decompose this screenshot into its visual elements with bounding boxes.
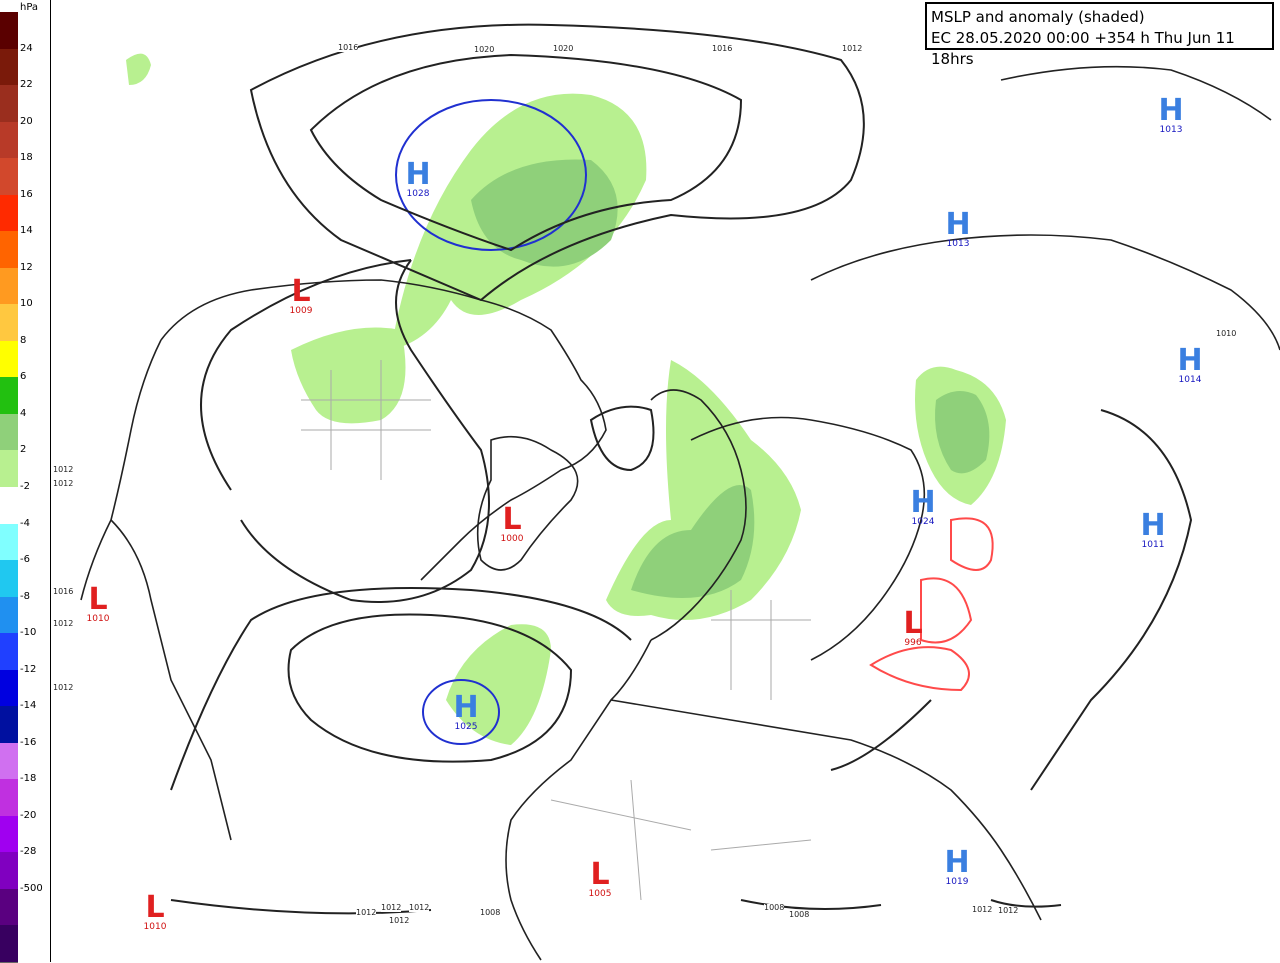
- legend-swatch: [0, 669, 18, 708]
- legend-label: -14: [20, 700, 37, 712]
- low-centre-marker: L 1000: [500, 502, 524, 544]
- high-centre-contours: [395, 99, 587, 745]
- low-centre-marker: L 1010: [86, 582, 110, 624]
- country-borders: [301, 360, 812, 901]
- isobar-label: 1012: [53, 683, 74, 692]
- legend-swatch: [0, 413, 18, 452]
- legend-label: -2: [20, 481, 30, 492]
- legend-swatch: [0, 304, 18, 343]
- coastlines: [80, 65, 1280, 961]
- legend-label: 2: [20, 444, 27, 456]
- legend-swatch: [0, 231, 18, 270]
- run-valid-time: EC 28.05.2020 00:00 +354 h Thu Jun 11 18…: [931, 29, 1235, 68]
- legend-swatch: [0, 194, 18, 233]
- legend-swatch: [0, 706, 18, 745]
- high-centre-marker: H 1014: [1177, 343, 1203, 385]
- mslp-map: [51, 0, 1280, 962]
- isobar-label: 1012: [998, 906, 1019, 915]
- high-centre-marker: H 1028: [405, 157, 431, 199]
- isobar-label: 1012: [842, 44, 863, 53]
- legend-swatch: [0, 852, 18, 891]
- isobar-label: 1020: [474, 45, 495, 54]
- isobar-label: 1012: [972, 905, 993, 914]
- legend-label: -10: [20, 627, 37, 639]
- legend-label: 20: [20, 115, 33, 127]
- isobar-label: 1012: [53, 465, 74, 474]
- legend-label: 8: [20, 334, 27, 346]
- isobars: [170, 23, 1193, 915]
- legend-label: -12: [20, 663, 37, 675]
- legend-label: 12: [20, 261, 33, 273]
- legend-swatch: [0, 888, 18, 927]
- high-centre-marker: H 1013: [945, 207, 971, 249]
- isobar-label: 1010: [1216, 329, 1237, 338]
- legend-swatch: [0, 121, 18, 160]
- high-centre-marker: H 1013: [1158, 93, 1184, 135]
- legend-label: 16: [20, 188, 33, 200]
- isobar-label: 1012: [53, 479, 74, 488]
- legend-swatch: [0, 158, 18, 197]
- legend-swatch: [0, 925, 18, 963]
- high-centre-marker: H 1025: [453, 690, 479, 732]
- isobar-label: 1012: [409, 903, 430, 912]
- low-centre-marker: L 1010: [143, 890, 167, 932]
- isobar-label: 1012: [389, 916, 410, 925]
- legend-swatch: [0, 450, 18, 489]
- legend-swatch: [0, 633, 18, 672]
- legend-swatch: [0, 85, 18, 124]
- high-centre-marker: H 1011: [1140, 508, 1166, 550]
- legend-label: -16: [20, 736, 37, 748]
- legend-swatch: [0, 340, 18, 379]
- legend-label: 4: [20, 407, 27, 419]
- legend-swatch: [0, 267, 18, 306]
- legend-swatch: [0, 48, 18, 87]
- legend-swatch: [0, 377, 18, 416]
- legend-swatch: [0, 815, 18, 854]
- legend-unit: hPa: [20, 2, 39, 13]
- isobar-label: 1020: [553, 44, 574, 53]
- legend-label: -4: [20, 517, 30, 529]
- isobar-label: 1008: [789, 910, 810, 919]
- isobar-label: 1012: [356, 908, 377, 917]
- legend-swatch: [0, 12, 18, 51]
- isobar-label: 1012: [53, 619, 74, 628]
- legend-swatch: [0, 523, 18, 562]
- low-centre-marker: L 1005: [588, 857, 612, 899]
- legend-label: 22: [20, 79, 33, 91]
- isobar-label: 1012: [381, 903, 402, 912]
- legend-swatch: [0, 779, 18, 818]
- legend-label: 14: [20, 225, 33, 237]
- low-centre-marker: L 1009: [289, 274, 313, 316]
- legend-label: -6: [20, 554, 30, 566]
- anomaly-color-legend: hPa 24 22 20 18 16 14 12 10 8 6 4 2 -2 -4 -6 -8 -10 -12 -1…: [0, 0, 51, 963]
- isobar-label: 1016: [338, 43, 359, 52]
- legend-label: 10: [20, 298, 33, 310]
- legend-label: 6: [20, 371, 27, 383]
- chart-title: MSLP and anomaly (shaded): [931, 8, 1145, 26]
- high-centre-marker: H 1019: [944, 845, 970, 887]
- isobar-label: 1016: [712, 44, 733, 53]
- high-centre-marker: H 1024: [910, 485, 936, 527]
- isobar-label: 1016: [53, 587, 74, 596]
- isobar-label: 1008: [480, 908, 501, 917]
- legend-label: -18: [20, 773, 37, 785]
- legend-swatch: [0, 596, 18, 635]
- legend-label: 24: [20, 42, 33, 54]
- legend-label: 18: [20, 152, 33, 164]
- legend-swatch: [0, 487, 18, 526]
- legend-label: -500: [20, 882, 43, 894]
- legend-swatch: [0, 742, 18, 781]
- legend-label: -28: [20, 846, 37, 858]
- negative-anomaly-contours: [869, 517, 994, 692]
- chart-title-box: MSLP and anomaly (shaded) EC 28.05.2020 …: [925, 2, 1274, 68]
- legend-label: -20: [20, 809, 37, 821]
- legend-label: -8: [20, 590, 30, 602]
- legend-swatch: [0, 560, 18, 599]
- isobar-label: 1008: [764, 903, 785, 912]
- low-centre-marker: L 996: [903, 606, 923, 648]
